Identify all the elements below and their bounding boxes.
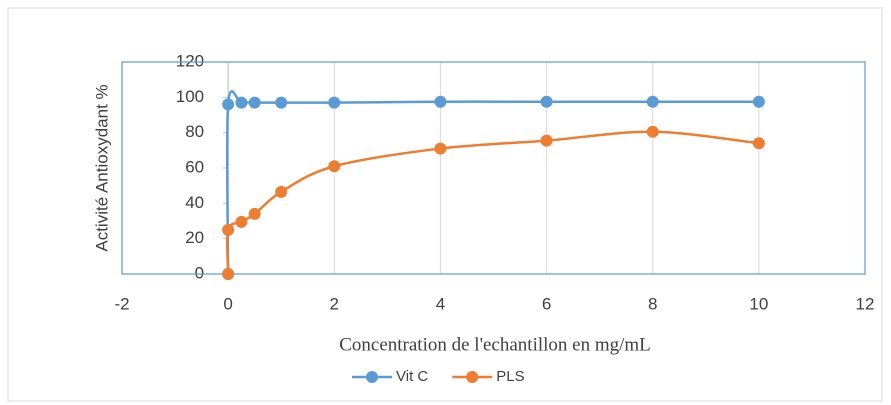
y-tick-label: 40 — [185, 193, 204, 212]
y-tick-label: 0 — [195, 263, 204, 282]
x-tick-label: 6 — [542, 294, 551, 313]
legend-label: Vit C — [396, 368, 428, 385]
data-point — [434, 95, 447, 108]
x-tick-label: 8 — [648, 294, 657, 313]
x-axis-label: Concentration de l'echantillon en mg/mL — [339, 334, 651, 355]
y-tick-label: 20 — [185, 228, 204, 247]
data-point — [222, 98, 235, 111]
y-tick-label: 60 — [185, 157, 204, 176]
data-point — [328, 160, 341, 173]
x-tick-label: 12 — [856, 294, 875, 313]
y-tick-label: 120 — [176, 51, 204, 70]
legend-label: PLS — [496, 368, 524, 385]
data-point — [328, 96, 341, 109]
data-point — [540, 95, 553, 108]
x-tick-label: -2 — [114, 294, 129, 313]
data-point — [752, 137, 765, 150]
chart-border — [7, 7, 883, 402]
x-tick-label: 2 — [330, 294, 339, 313]
plot-border — [121, 61, 866, 275]
data-point — [540, 134, 553, 147]
y-axis-label: Activité Antioxydant % — [92, 84, 111, 251]
x-tick-label: 10 — [749, 294, 768, 313]
data-point — [752, 95, 765, 108]
series-line — [225, 130, 759, 275]
x-tick-label: 0 — [223, 294, 232, 313]
data-point — [275, 96, 288, 109]
data-point — [222, 268, 235, 280]
y-tick-label: 100 — [176, 87, 204, 106]
legend-marker — [466, 371, 479, 383]
x-tick-label: 4 — [436, 294, 445, 313]
data-point — [248, 207, 261, 220]
data-point — [248, 96, 261, 109]
data-point — [434, 142, 447, 155]
data-point — [646, 95, 659, 108]
data-point — [275, 185, 288, 198]
data-point — [235, 215, 248, 228]
data-point — [235, 96, 248, 109]
legend-marker — [366, 371, 378, 383]
data-point — [646, 125, 659, 138]
y-tick-label: 80 — [185, 122, 204, 141]
series-line — [225, 90, 759, 275]
data-point — [222, 223, 235, 236]
